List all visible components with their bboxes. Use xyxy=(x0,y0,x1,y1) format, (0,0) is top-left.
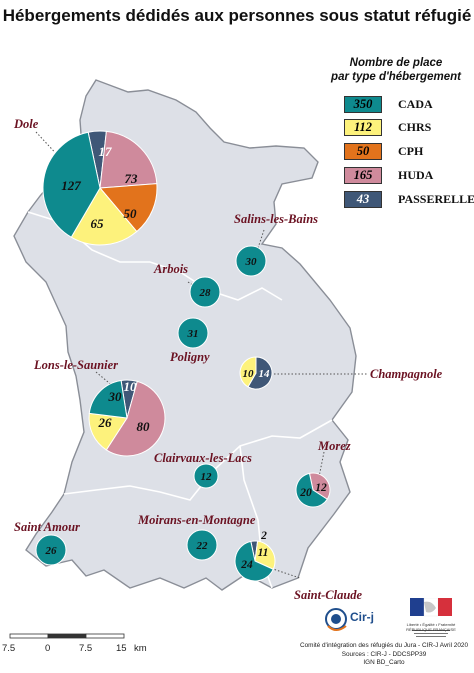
scale-unit: km xyxy=(134,643,147,654)
pie-value-label: 24 xyxy=(240,559,253,571)
pie-value-label: 10 xyxy=(124,379,138,394)
scale-label-zero: 0 xyxy=(45,643,51,654)
legend-label-cada: CADA xyxy=(398,97,433,111)
pie-value-label: 12 xyxy=(201,471,213,483)
pie-slice-cada xyxy=(234,540,274,582)
town-label-salins: Salins-les-Bains xyxy=(234,212,319,226)
pie-value-label: 10 xyxy=(243,368,255,380)
pie-poligny: 31 xyxy=(177,317,209,349)
legend-label-passerelle: PASSERELLE xyxy=(398,192,474,206)
pie-slice-huda xyxy=(99,130,158,189)
town-label-lons: Lons-le-Saunier xyxy=(34,358,119,372)
pie-dole: 17 73 50 65 127 xyxy=(42,130,158,246)
town-label-saint-amour: Saint Amour xyxy=(14,520,80,534)
pie-lons-le-saunier: 10 80 26 30 xyxy=(88,379,166,457)
pie-slice-huda xyxy=(105,380,166,457)
republique-francaise-text: Liberté • Égalité • Fraternité RÉPUBLIQU… xyxy=(402,622,460,632)
scale-label-minus: 7.5 xyxy=(2,643,16,654)
pie-value-label: 12 xyxy=(315,482,327,494)
legend-label-huda: HUDA xyxy=(398,168,434,182)
legend-title: Nombre de place par type d'hébergement xyxy=(322,56,470,84)
town-label-dole: Dole xyxy=(14,117,39,131)
credits-line2: Sources : CIR-J - DDCSPP39 xyxy=(341,650,427,658)
legend-label-cph: CPH xyxy=(398,144,424,158)
pie-salins-les-bains: 30 xyxy=(235,245,267,277)
pie-value-label: 17 xyxy=(99,144,113,159)
pie-value-label: 2 xyxy=(260,530,267,542)
pie-value-label: 22 xyxy=(196,540,209,552)
republique-motto: Liberté • Égalité • Fraternité xyxy=(406,622,456,627)
legend-swatch-cph: 50 xyxy=(344,143,382,160)
legend-swatch-chrs: 112 xyxy=(344,119,382,136)
pie-slice-cada xyxy=(193,463,219,489)
pie-value-label: 11 xyxy=(258,547,269,559)
town-label-morez: Morez xyxy=(318,439,351,453)
pie-value-label: 30 xyxy=(108,389,123,404)
pie-value-label: 80 xyxy=(137,419,151,434)
pie-value-label: 50 xyxy=(124,206,138,221)
pie-slice-cada xyxy=(35,534,67,566)
credits-line3: IGN BD_Carto xyxy=(363,659,405,667)
pie-slice-cph xyxy=(98,183,158,233)
scale-label-max: 15 xyxy=(116,643,127,654)
legend-label-chrs: CHRS xyxy=(398,120,432,134)
pie-slice-chrs xyxy=(88,412,128,451)
pie-slice-cada xyxy=(42,131,101,238)
republique-francaise-logo-icon xyxy=(410,598,452,637)
pie-value-label: 26 xyxy=(98,415,113,430)
pie-slice-cada xyxy=(177,317,209,349)
legend-title-line2: par type d'hébergement xyxy=(331,71,461,83)
pie-value-label: 73 xyxy=(125,171,139,186)
town-label-champagnole: Champagnole xyxy=(370,367,443,381)
pie-slice-chrs xyxy=(239,356,257,388)
town-label-moirans: Moirans-en-Montagne xyxy=(138,513,256,527)
pie-value-label: 26 xyxy=(45,545,58,557)
pie-slice-chrs xyxy=(70,187,138,246)
pie-slice-huda xyxy=(308,472,331,500)
legend-swatch-passerelle: 43 xyxy=(344,191,382,208)
legend-swatch-huda: 165 xyxy=(344,167,382,184)
pie-value-label: 30 xyxy=(245,256,258,268)
town-label-arbois: Arbois xyxy=(154,262,189,276)
pie-value-label: 65 xyxy=(91,216,105,231)
cirj-logo-icon xyxy=(325,608,347,631)
pie-value-label: 127 xyxy=(61,178,81,193)
legend-title-line1: Nombre de place xyxy=(349,57,443,69)
credits-line1: Comité d'intégration des réfugiés du Jur… xyxy=(299,642,469,649)
pie-value-label: 31 xyxy=(187,328,199,340)
pie-saint-claude: 2 11 24 xyxy=(234,530,276,582)
pie-clairvaux-les-lacs: 12 xyxy=(193,463,219,489)
town-label-saint-claude: Saint-Claude xyxy=(294,588,363,602)
pie-slice-cada xyxy=(189,276,221,308)
pie-slice-cada xyxy=(295,472,328,508)
town-label-poligny: Poligny xyxy=(170,350,210,364)
republique-name: RÉPUBLIQUE FRANÇAISE xyxy=(406,627,456,632)
cirj-logo-text: Cir-j xyxy=(350,610,374,624)
pie-champagnole: 14 10 xyxy=(239,356,273,390)
map-title: Hébergements dédidés aux personnes sous … xyxy=(2,6,472,25)
pie-slice-cada xyxy=(88,379,128,419)
pie-value-label: 20 xyxy=(299,487,312,499)
pie-slice-passerelle xyxy=(247,356,273,390)
town-label-clairvaux: Clairvaux-les-Lacs xyxy=(154,451,252,465)
pie-saint-amour: 26 xyxy=(35,534,67,566)
pie-slice-cada xyxy=(235,245,267,277)
pie-moirans-en-montagne: 22 xyxy=(186,529,218,561)
pie-value-label: 28 xyxy=(199,287,212,299)
pie-value-label: 14 xyxy=(259,368,271,380)
scale-label-mid: 7.5 xyxy=(79,643,93,654)
scale-bar xyxy=(9,633,125,639)
pie-slice-chrs xyxy=(254,540,276,570)
pie-slice-cada xyxy=(186,529,218,561)
legend-swatch-cada: 350 xyxy=(344,96,382,113)
map-credits: Comité d'intégration des réfugiés du Jur… xyxy=(296,642,472,668)
pie-arbois: 28 xyxy=(189,276,221,308)
